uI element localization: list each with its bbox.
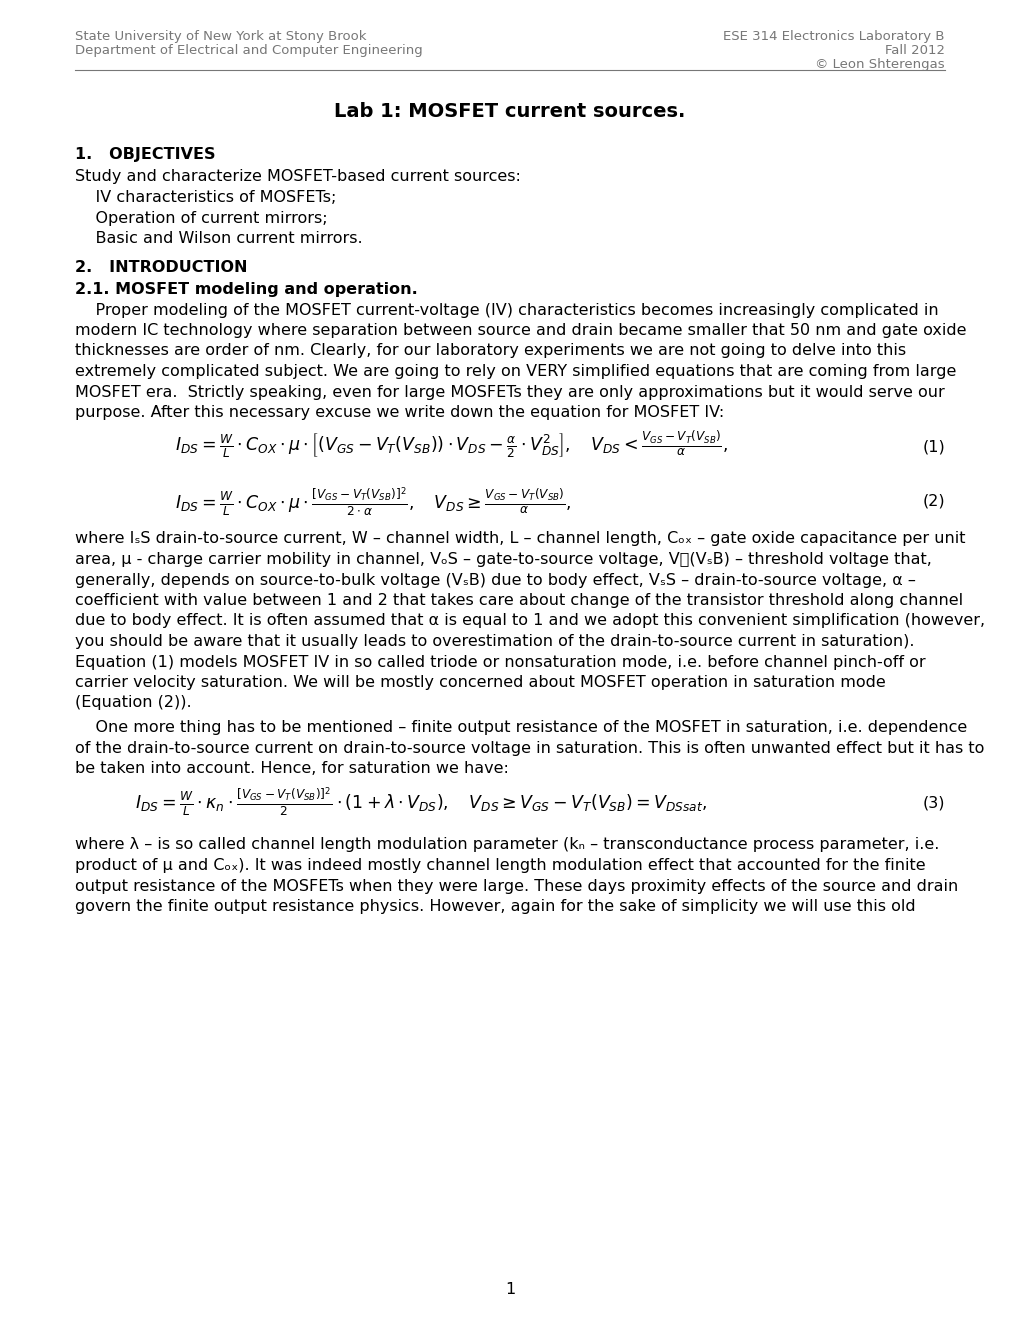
Text: 2.1. MOSFET modeling and operation.: 2.1. MOSFET modeling and operation.	[75, 282, 418, 297]
Text: Equation (1) models MOSFET IV in so called triode or nonsaturation mode, i.e. be: Equation (1) models MOSFET IV in so call…	[75, 655, 924, 669]
Text: MOSFET era.  Strictly speaking, even for large MOSFETs they are only approximati: MOSFET era. Strictly speaking, even for …	[75, 384, 944, 400]
Text: (2): (2)	[921, 494, 944, 508]
Text: Study and characterize MOSFET-based current sources:: Study and characterize MOSFET-based curr…	[75, 169, 521, 185]
Text: Proper modeling of the MOSFET current-voltage (IV) characteristics becomes incre: Proper modeling of the MOSFET current-vo…	[75, 302, 937, 318]
Text: you should be aware that it usually leads to overestimation of the drain-to-sour: you should be aware that it usually lead…	[75, 634, 914, 649]
Text: generally, depends on source-to-bulk voltage (VₛB) due to body effect, VₛS – dra: generally, depends on source-to-bulk vol…	[75, 573, 915, 587]
Text: modern IC technology where separation between source and drain became smaller th: modern IC technology where separation be…	[75, 323, 966, 338]
Text: where IₛS drain-to-source current, W – channel width, L – channel length, Cₒₓ – : where IₛS drain-to-source current, W – c…	[75, 532, 965, 546]
Text: where λ – is so called channel length modulation parameter (kₙ – transconductanc: where λ – is so called channel length mo…	[75, 837, 938, 853]
Text: Basic and Wilson current mirrors.: Basic and Wilson current mirrors.	[75, 231, 363, 246]
Text: area, μ - charge carrier mobility in channel, VₒS – gate-to-source voltage, V₝(V: area, μ - charge carrier mobility in cha…	[75, 552, 931, 568]
Text: $I_{DS} = \frac{W}{L}\cdot \kappa_{n}\cdot \frac{\left[V_{GS} - V_{T}\left(V_{SB: $I_{DS} = \frac{W}{L}\cdot \kappa_{n}\cd…	[135, 785, 707, 818]
Text: carrier velocity saturation. We will be mostly concerned about MOSFET operation : carrier velocity saturation. We will be …	[75, 675, 884, 690]
Text: Operation of current mirrors;: Operation of current mirrors;	[75, 210, 327, 226]
Text: Department of Electrical and Computer Engineering: Department of Electrical and Computer En…	[75, 44, 422, 57]
Text: Lab 1: MOSFET current sources.: Lab 1: MOSFET current sources.	[334, 102, 685, 121]
Text: 1.   OBJECTIVES: 1. OBJECTIVES	[75, 147, 215, 162]
Text: of the drain-to-source current on drain-to-source voltage in saturation. This is: of the drain-to-source current on drain-…	[75, 741, 983, 755]
Text: due to body effect. It is often assumed that α is equal to 1 and we adopt this c: due to body effect. It is often assumed …	[75, 614, 984, 628]
Text: $I_{DS} = \frac{W}{L}\cdot C_{OX}\cdot \mu\cdot \frac{\left[V_{GS} - V_{T}\left(: $I_{DS} = \frac{W}{L}\cdot C_{OX}\cdot \…	[175, 486, 571, 519]
Text: (1): (1)	[921, 440, 944, 454]
Text: State University of New York at Stony Brook: State University of New York at Stony Br…	[75, 30, 366, 44]
Text: extremely complicated subject. We are going to rely on VERY simplified equations: extremely complicated subject. We are go…	[75, 364, 956, 379]
Text: 1: 1	[504, 1282, 515, 1298]
Text: $I_{DS} = \frac{W}{L}\cdot C_{OX}\cdot \mu\cdot \left[\left(V_{GS} - V_{T}\left(: $I_{DS} = \frac{W}{L}\cdot C_{OX}\cdot \…	[175, 429, 728, 461]
Text: (Equation (2)).: (Equation (2)).	[75, 696, 192, 710]
Text: 2.   INTRODUCTION: 2. INTRODUCTION	[75, 260, 248, 275]
Text: product of μ and Cₒₓ). It was indeed mostly channel length modulation effect tha: product of μ and Cₒₓ). It was indeed mos…	[75, 858, 924, 873]
Text: (3): (3)	[921, 796, 944, 810]
Text: purpose. After this necessary excuse we write down the equation for MOSFET IV:: purpose. After this necessary excuse we …	[75, 405, 723, 420]
Text: © Leon Shterengas: © Leon Shterengas	[814, 58, 944, 71]
Text: Fall 2012: Fall 2012	[884, 44, 944, 57]
Text: IV characteristics of MOSFETs;: IV characteristics of MOSFETs;	[75, 190, 336, 205]
Text: ESE 314 Electronics Laboratory B: ESE 314 Electronics Laboratory B	[722, 30, 944, 44]
Text: thicknesses are order of nm. Clearly, for our laboratory experiments we are not : thicknesses are order of nm. Clearly, fo…	[75, 343, 905, 359]
Text: One more thing has to be mentioned – finite output resistance of the MOSFET in s: One more thing has to be mentioned – fin…	[75, 719, 966, 735]
Text: output resistance of the MOSFETs when they were large. These days proximity effe: output resistance of the MOSFETs when th…	[75, 879, 957, 894]
Text: coefficient with value between 1 and 2 that takes care about change of the trans: coefficient with value between 1 and 2 t…	[75, 593, 962, 609]
Text: govern the finite output resistance physics. However, again for the sake of simp: govern the finite output resistance phys…	[75, 899, 915, 913]
Text: be taken into account. Hence, for saturation we have:: be taken into account. Hence, for satura…	[75, 762, 508, 776]
